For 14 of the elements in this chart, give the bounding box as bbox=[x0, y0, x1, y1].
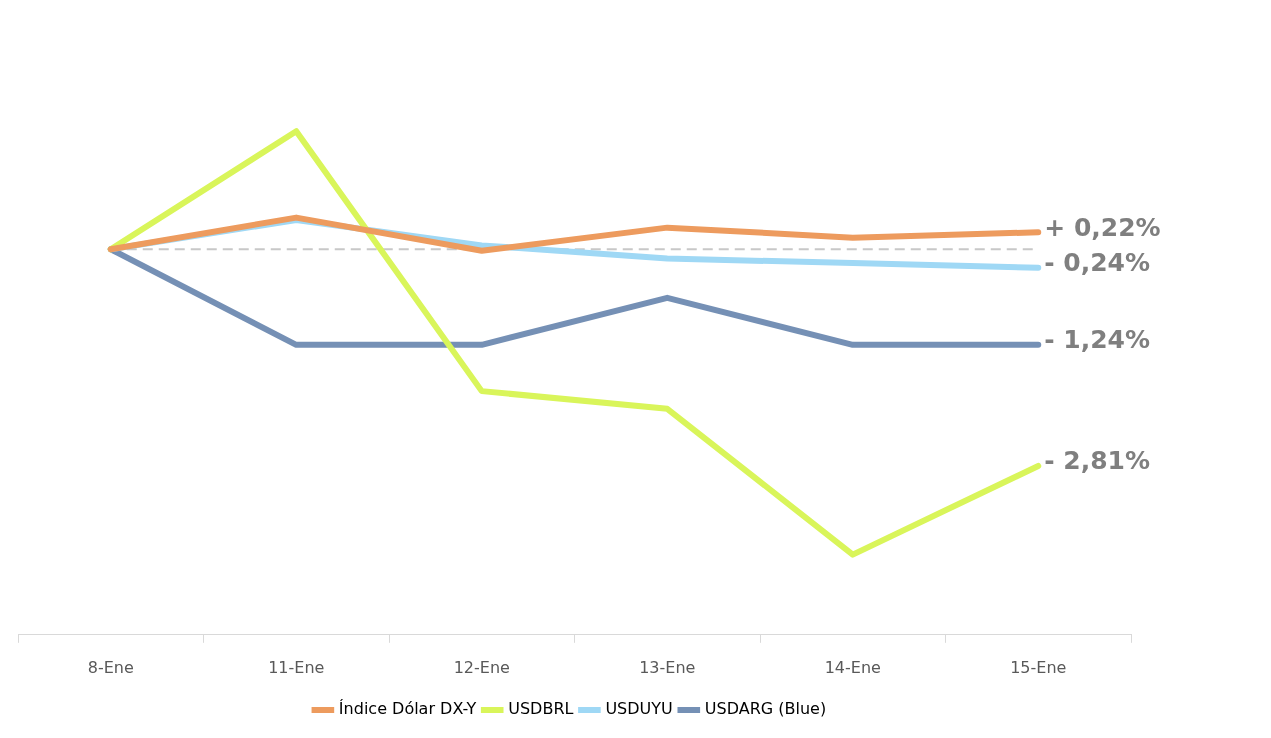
legend-label: Índice Dólar DX-Y bbox=[338, 699, 477, 719]
legend-label: USDARG (Blue) bbox=[704, 699, 827, 719]
legend-label: USDBRL bbox=[508, 699, 574, 719]
data-label: - 0,24% bbox=[1044, 248, 1151, 278]
data-label: + 0,22% bbox=[1044, 212, 1161, 242]
x-tick-label: 14-Ene bbox=[824, 657, 881, 677]
x-tick-label: 12-Ene bbox=[453, 657, 510, 677]
legend-label: USDUYU bbox=[605, 699, 673, 719]
x-tick-label: 15-Ene bbox=[1010, 657, 1067, 677]
data-label: - 1,24% bbox=[1044, 325, 1151, 355]
x-tick-label: 11-Ene bbox=[268, 657, 325, 677]
x-tick-label: 13-Ene bbox=[639, 657, 696, 677]
data-label: - 2,81% bbox=[1044, 446, 1151, 476]
x-tick-label: 8-Ene bbox=[87, 657, 134, 677]
